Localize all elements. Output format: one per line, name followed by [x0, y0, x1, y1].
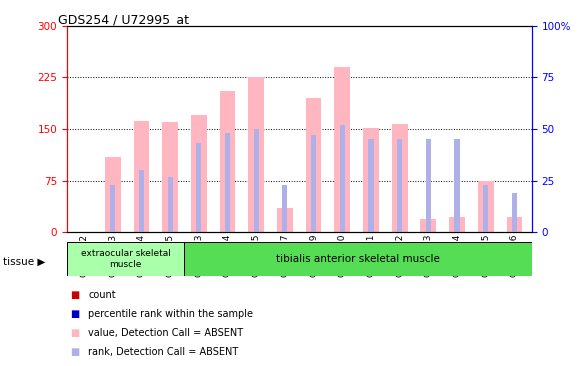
Bar	[483, 185, 488, 232]
Text: percentile rank within the sample: percentile rank within the sample	[88, 309, 253, 319]
Text: ■: ■	[70, 347, 79, 357]
Bar	[311, 135, 316, 232]
Bar	[478, 181, 494, 232]
Text: extraocular skeletal
muscle: extraocular skeletal muscle	[81, 249, 171, 269]
Text: tissue ▶: tissue ▶	[3, 257, 45, 267]
Bar	[110, 185, 115, 232]
Bar	[306, 98, 321, 232]
Text: ■: ■	[70, 309, 79, 319]
Text: GDS254 / U72995_at: GDS254 / U72995_at	[58, 13, 189, 26]
Bar	[340, 125, 345, 232]
Bar	[167, 176, 173, 232]
Bar	[421, 219, 436, 232]
Bar	[397, 139, 402, 232]
Bar	[162, 122, 178, 232]
Bar	[105, 157, 121, 232]
Bar	[225, 133, 230, 232]
Bar	[426, 139, 431, 232]
Bar	[334, 67, 350, 232]
Bar	[139, 171, 144, 232]
FancyBboxPatch shape	[67, 242, 184, 276]
Bar	[392, 123, 407, 232]
Bar	[191, 115, 207, 232]
Bar	[363, 128, 379, 232]
Bar	[253, 129, 259, 232]
Text: rank, Detection Call = ABSENT: rank, Detection Call = ABSENT	[88, 347, 239, 357]
Bar	[248, 77, 264, 232]
Bar	[134, 121, 149, 232]
Text: value, Detection Call = ABSENT: value, Detection Call = ABSENT	[88, 328, 243, 338]
Text: ■: ■	[70, 328, 79, 338]
Bar	[220, 91, 235, 232]
Text: ■: ■	[70, 290, 79, 300]
Bar	[454, 139, 460, 232]
Bar	[282, 185, 288, 232]
Bar	[512, 193, 517, 232]
FancyBboxPatch shape	[184, 242, 532, 276]
Bar	[368, 139, 374, 232]
Bar	[196, 143, 202, 232]
Bar	[507, 217, 522, 232]
Text: tibialis anterior skeletal muscle: tibialis anterior skeletal muscle	[276, 254, 440, 264]
Text: count: count	[88, 290, 116, 300]
Bar	[277, 208, 293, 232]
Bar	[449, 217, 465, 232]
